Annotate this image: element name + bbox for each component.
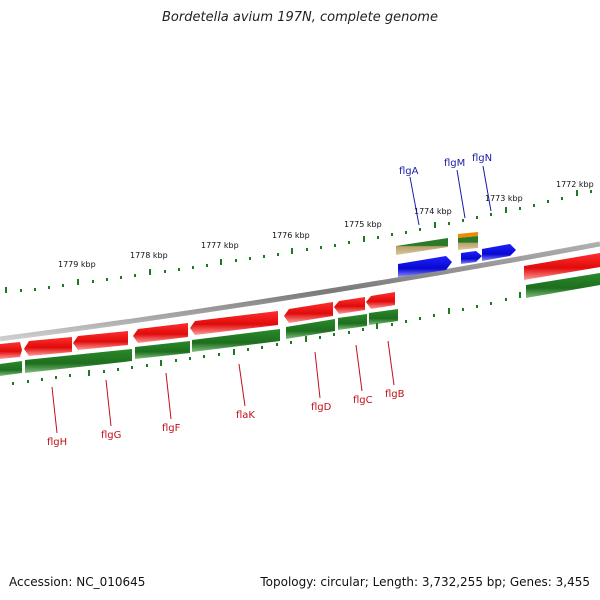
feature-track-2 bbox=[25, 349, 132, 373]
gene-flgN bbox=[482, 244, 516, 261]
outer-tick-ring bbox=[5, 190, 592, 293]
leader-flgA bbox=[409, 176, 420, 226]
leader-flgD bbox=[314, 351, 321, 399]
leader-flgN bbox=[482, 165, 492, 212]
feature-track-1 bbox=[0, 361, 22, 376]
tick-label-1776: 1776 kbp bbox=[272, 231, 310, 240]
tick-label-1777: 1777 kbp bbox=[201, 241, 239, 250]
gene-flgA-feature bbox=[396, 238, 448, 255]
gene-label-flgG: flgG bbox=[101, 430, 121, 441]
tick-label-1774: 1774 kbp bbox=[414, 207, 452, 216]
tick-label-1775: 1775 kbp bbox=[344, 220, 382, 229]
genome-summary-text: Topology: circular; Length: 3,732,255 bp… bbox=[260, 575, 590, 589]
gene-flgG bbox=[73, 331, 128, 350]
gene-label-flgF: flgF bbox=[162, 423, 181, 434]
gene-label-flgC: flgC bbox=[353, 395, 373, 406]
genome-backbone bbox=[0, 241, 600, 342]
gene-flgC bbox=[334, 297, 365, 314]
leader-flaK bbox=[238, 363, 246, 407]
gene-left-red bbox=[0, 342, 22, 359]
feature-track-4 bbox=[192, 329, 280, 352]
tick-label-1772: 1772 kbp bbox=[556, 180, 594, 189]
inner-tick-ring bbox=[12, 292, 521, 385]
feature-track-7 bbox=[369, 309, 398, 325]
leader-flgG bbox=[105, 379, 112, 427]
gene-flgM-feature-green bbox=[458, 236, 478, 250]
tick-label-1779: 1779 kbp bbox=[58, 260, 96, 269]
gene-label-flgH: flgH bbox=[47, 437, 67, 448]
gene-flgM bbox=[461, 251, 482, 264]
gene-label-flaK: flaK bbox=[236, 410, 255, 421]
gene-flgF bbox=[133, 323, 188, 343]
leader-flgB bbox=[387, 340, 395, 386]
gene-right-reverse bbox=[524, 253, 600, 280]
map-title: Bordetella avium 197N, complete genome bbox=[162, 10, 438, 25]
leader-flgF bbox=[165, 372, 172, 420]
feature-track-6 bbox=[338, 314, 367, 330]
gene-right-feature bbox=[526, 273, 600, 298]
leader-flgC bbox=[355, 344, 363, 392]
leader-flgH bbox=[51, 386, 58, 434]
leader-flgM bbox=[456, 169, 466, 219]
gene-label-flgN: flgN bbox=[472, 153, 492, 164]
gene-label-flgB: flgB bbox=[385, 389, 405, 400]
gene-flgA bbox=[398, 256, 452, 277]
feature-track-5 bbox=[286, 319, 335, 339]
tick-label-1773: 1773 kbp bbox=[485, 194, 523, 203]
tick-label-1778: 1778 kbp bbox=[130, 251, 168, 260]
feature-track-3 bbox=[135, 341, 190, 359]
gene-flgD bbox=[284, 302, 333, 323]
gene-flgH bbox=[24, 337, 72, 356]
gene-label-flgM: flgM bbox=[444, 158, 465, 169]
gene-flgB bbox=[366, 292, 395, 309]
accession-text: Accession: NC_010645 bbox=[9, 575, 146, 589]
gene-label-flgD: flgD bbox=[311, 402, 332, 413]
gene-label-flgA: flgA bbox=[399, 166, 419, 177]
gene-flaK bbox=[190, 311, 278, 335]
